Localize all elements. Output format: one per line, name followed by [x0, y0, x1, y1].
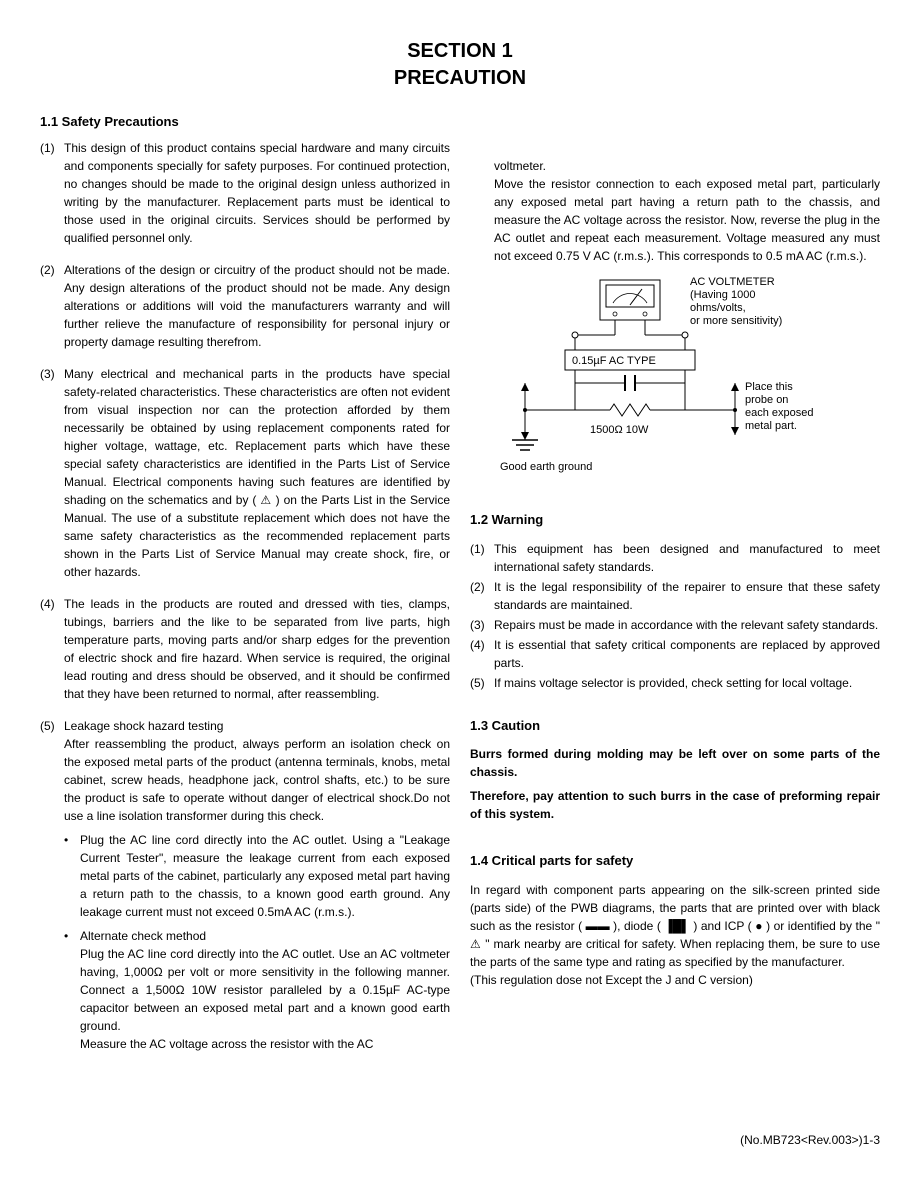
- heading-1-4: 1.4 Critical parts for safety: [470, 851, 880, 871]
- item-number: (5): [40, 717, 60, 1053]
- item-body: Repairs must be made in accordance with …: [494, 616, 880, 634]
- heading-1-2: 1.2 Warning: [470, 510, 880, 530]
- sub-body: Alternate check method Plug the AC line …: [80, 927, 450, 1053]
- item-1-2-2: (2) It is the legal responsibility of th…: [470, 578, 880, 614]
- critical-p1: In regard with component parts appearing…: [470, 881, 880, 971]
- sub-body: Plug the AC line cord directly into the …: [80, 831, 450, 921]
- left-column: (1) This design of this product contains…: [40, 139, 450, 1053]
- item-body: This design of this product contains spe…: [64, 139, 450, 247]
- item-1-1-3: (3) Many electrical and mechanical parts…: [40, 365, 450, 581]
- item-1-1-5: (5) Leakage shock hazard testing After r…: [40, 717, 450, 1053]
- diag-probe-l3: each exposed: [745, 407, 814, 419]
- item-1-2-1: (1) This equipment has been designed and…: [470, 540, 880, 576]
- heading-1-3: 1.3 Caution: [470, 716, 880, 736]
- continued-text: voltmeter. Move the resistor connection …: [494, 159, 880, 263]
- item-number: (2): [40, 261, 60, 351]
- sub2-body: Plug the AC line cord directly into the …: [80, 947, 450, 1051]
- item-body: It is the legal responsibility of the re…: [494, 578, 880, 614]
- diag-probe-l1: Place this: [745, 381, 793, 393]
- diag-cap-label: 0.15µF AC TYPE: [572, 355, 656, 367]
- item-1-1-4: (4) The leads in the products are routed…: [40, 595, 450, 703]
- item-5-body: After reassembling the product, always p…: [64, 735, 450, 825]
- item-number: (4): [470, 636, 490, 672]
- item-number: (4): [40, 595, 60, 703]
- diag-res-label: 1500Ω 10W: [590, 424, 649, 436]
- two-column-layout: (1) This design of this product contains…: [40, 139, 880, 1053]
- item-number: (5): [470, 674, 490, 692]
- item-body: Leakage shock hazard testing After reass…: [64, 717, 450, 1053]
- item-5-continued: voltmeter. Move the resistor connection …: [494, 139, 880, 265]
- bullet-icon: •: [64, 927, 76, 1053]
- item-number: (1): [40, 139, 60, 247]
- item-body: Many electrical and mechanical parts in …: [64, 365, 450, 581]
- section-number: SECTION 1: [40, 40, 880, 63]
- item-number: (3): [40, 365, 60, 581]
- item-number: (1): [470, 540, 490, 576]
- item-1-2-3: (3) Repairs must be made in accordance w…: [470, 616, 880, 634]
- heading-1-1: 1.1 Safety Precautions: [40, 114, 880, 129]
- diag-voltmeter-l1: AC VOLTMETER: [690, 276, 775, 288]
- item-body: If mains voltage selector is provided, c…: [494, 674, 880, 692]
- item-1-1-2: (2) Alterations of the design or circuit…: [40, 261, 450, 351]
- item-5-title: Leakage shock hazard testing: [64, 717, 450, 735]
- item-number: (3): [470, 616, 490, 634]
- sub2-title: Alternate check method: [80, 929, 206, 943]
- diag-ground-label: Good earth ground: [500, 461, 592, 473]
- caution-p1: Burrs formed during molding may be left …: [470, 745, 880, 781]
- diag-voltmeter-l4: or more sensitivity): [690, 315, 782, 327]
- item-number: (2): [470, 578, 490, 614]
- bullet-icon: •: [64, 831, 76, 921]
- item-body: The leads in the products are routed and…: [64, 595, 450, 703]
- item-body: It is essential that safety critical com…: [494, 636, 880, 672]
- diag-voltmeter-l2: (Having 1000: [690, 289, 755, 301]
- item-1-2-4: (4) It is essential that safety critical…: [470, 636, 880, 672]
- item-1-1-1: (1) This design of this product contains…: [40, 139, 450, 247]
- section-title: PRECAUTION: [40, 67, 880, 90]
- item-1-2-5: (5) If mains voltage selector is provide…: [470, 674, 880, 692]
- item-body: Alterations of the design or circuitry o…: [64, 261, 450, 351]
- document-page: SECTION 1 PRECAUTION 1.1 Safety Precauti…: [0, 0, 920, 1167]
- sub-item-1: • Plug the AC line cord directly into th…: [64, 831, 450, 921]
- item-body: This equipment has been designed and man…: [494, 540, 880, 576]
- right-column: voltmeter. Move the resistor connection …: [470, 139, 880, 1053]
- critical-p2: (This regulation dose not Except the J a…: [470, 971, 880, 989]
- diag-probe-l4: metal part.: [745, 420, 797, 432]
- page-footer: (No.MB723<Rev.003>)1-3: [40, 1133, 880, 1147]
- diag-voltmeter-l3: ohms/volts,: [690, 302, 746, 314]
- circuit-diagram: AC VOLTMETER (Having 1000 ohms/volts, or…: [480, 275, 830, 490]
- caution-p2: Therefore, pay attention to such burrs i…: [470, 787, 880, 823]
- diag-probe-l2: probe on: [745, 394, 788, 406]
- sub-item-2: • Alternate check method Plug the AC lin…: [64, 927, 450, 1053]
